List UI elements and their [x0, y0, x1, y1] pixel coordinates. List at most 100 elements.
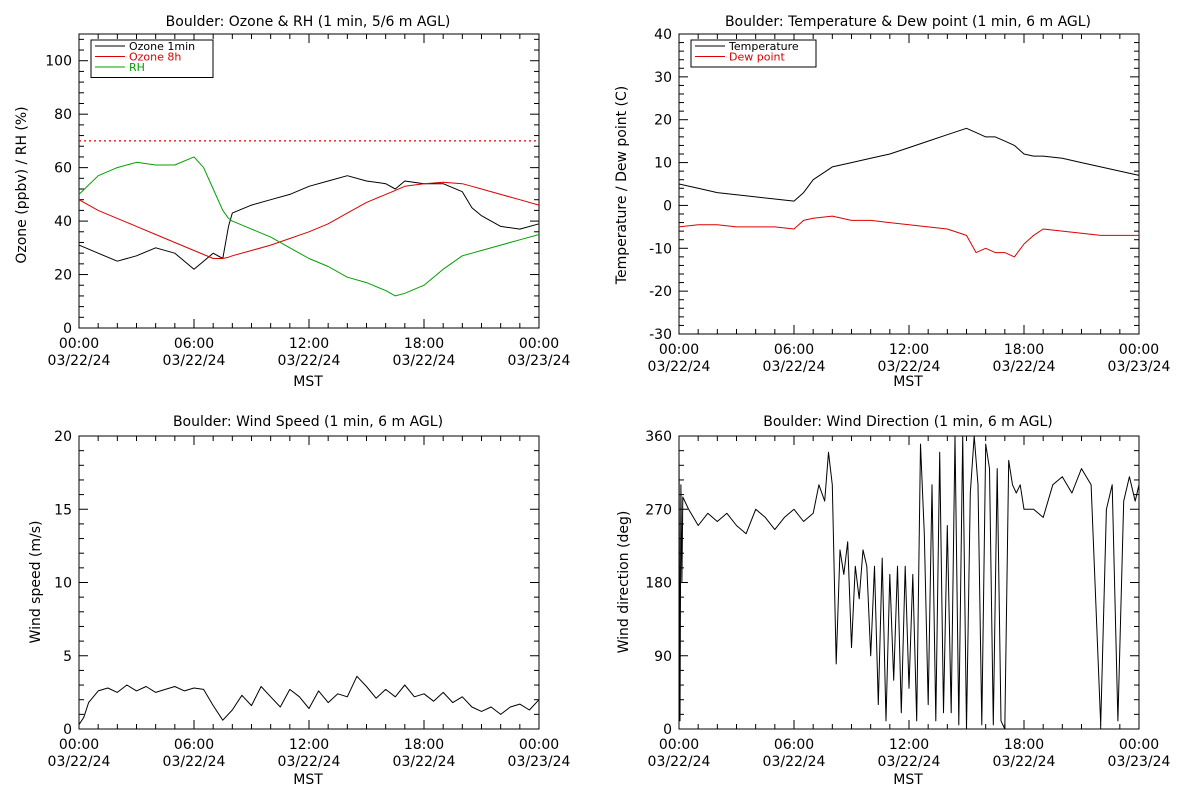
wind-dir-plot-area: 00:0003/22/2406:0003/22/2412:0003/22/241… — [645, 429, 1170, 770]
wind-dir-xlabel: MST — [893, 772, 923, 788]
wind-dir-ytick-label: 90 — [654, 649, 672, 665]
ozone-rh-xtick-time-label: 12:00 — [289, 336, 329, 352]
wind-speed-xtick-time-label: 06:00 — [174, 737, 214, 753]
ozone-rh-ytick-label: 100 — [45, 54, 72, 70]
wind-dir-xtick-date-label: 03/22/24 — [648, 754, 711, 770]
wind-dir-ytick-label: 360 — [645, 429, 672, 445]
wind-speed-xtick-date-label: 03/23/24 — [508, 754, 571, 770]
temp-dew-legend-label: Dew point — [729, 51, 785, 64]
temp-dew-xtick-time-label: 12:00 — [889, 342, 929, 358]
wind-speed-xtick-date-label: 03/22/24 — [48, 754, 111, 770]
wind-speed-title: Boulder: Wind Speed (1 min, 6 m AGL) — [173, 414, 443, 430]
wind-speed-ytick-label: 20 — [54, 429, 72, 445]
ozone-rh-xtick-time-label: 06:00 — [174, 336, 214, 352]
ozone-rh-legend-label: Ozone 1min — [129, 40, 195, 53]
wind-speed-xtick-time-label: 12:00 — [289, 737, 329, 753]
ozone-rh-series-line-ozone-1min — [78, 175, 540, 270]
wind-dir-panel: Boulder: Wind Direction (1 min, 6 m AGL)… — [616, 414, 1171, 788]
ozone-rh-panel: Boulder: Ozone & RH (1 min, 5/6 m AGL) O… — [14, 14, 571, 390]
temp-dew-legend-label: Temperature — [728, 40, 799, 53]
temp-dew-ytick-label: 20 — [654, 113, 672, 129]
wind-dir-ytick-label: 180 — [645, 576, 672, 592]
temp-dew-ytick-label: 0 — [663, 198, 672, 214]
wind-speed-panel: Boulder: Wind Speed (1 min, 6 m AGL) Win… — [28, 414, 571, 788]
ozone-rh-ytick-label: 60 — [54, 161, 72, 177]
ozone-rh-title: Boulder: Ozone & RH (1 min, 5/6 m AGL) — [166, 14, 451, 30]
wind-speed-ytick-label: 15 — [54, 502, 72, 518]
wind-dir-xtick-date-label: 03/22/24 — [763, 754, 826, 770]
ozone-rh-xtick-date-label: 03/22/24 — [278, 353, 341, 369]
temp-dew-xtick-date-label: 03/22/24 — [763, 359, 826, 375]
ozone-rh-xtick-date-label: 03/22/24 — [48, 353, 111, 369]
temp-dew-title: Boulder: Temperature & Dew point (1 min,… — [725, 14, 1091, 30]
ozone-rh-axes-frame — [78, 33, 540, 329]
temp-dew-xtick-date-label: 03/22/24 — [648, 359, 711, 375]
wind-dir-xtick-time-label: 00:00 — [1119, 737, 1159, 753]
ozone-rh-series-line-ozone-8h — [78, 181, 540, 259]
temp-dew-axes-frame — [678, 33, 1140, 335]
wind-dir-title: Boulder: Wind Direction (1 min, 6 m AGL) — [763, 414, 1052, 430]
wind-dir-xtick-date-label: 03/22/24 — [993, 754, 1056, 770]
temp-dew-legend-box — [690, 39, 817, 68]
ozone-rh-xtick-time-label: 00:00 — [59, 336, 99, 352]
ozone-rh-ylabel: Ozone (ppbv) / RH (%) — [14, 106, 30, 263]
wind-speed-ytick-label: 10 — [54, 576, 72, 592]
temp-dew-ytick-label: 10 — [654, 156, 672, 172]
ozone-rh-series-line-rh — [78, 156, 540, 297]
temp-dew-xtick-date-label: 03/22/24 — [878, 359, 941, 375]
temp-dew-xtick-time-label: 00:00 — [1119, 342, 1159, 358]
temp-dew-series-line-dew-point — [678, 215, 1139, 258]
temp-dew-ytick-label: -10 — [649, 241, 672, 257]
ozone-rh-ytick-label: 0 — [63, 321, 72, 337]
wind-speed-xtick-date-label: 03/22/24 — [163, 754, 226, 770]
temp-dew-xtick-time-label: 00:00 — [659, 342, 699, 358]
wind-speed-plot-area: 00:0003/22/2406:0003/22/2412:0003/22/241… — [48, 429, 571, 770]
temp-dew-xtick-date-label: 03/22/24 — [993, 359, 1056, 375]
ozone-rh-xtick-date-label: 03/23/24 — [508, 353, 571, 369]
temp-dew-xtick-time-label: 18:00 — [1004, 342, 1044, 358]
wind-speed-series-line-0 — [78, 675, 540, 725]
wind-speed-ytick-label: 5 — [63, 649, 72, 665]
temp-dew-xtick-date-label: 03/23/24 — [1108, 359, 1171, 375]
wind-dir-ylabel: Wind direction (deg) — [616, 511, 632, 654]
temp-dew-plot-area: 00:0003/22/2406:0003/22/2412:0003/22/241… — [648, 27, 1171, 375]
wind-dir-xtick-time-label: 06:00 — [774, 737, 814, 753]
ozone-rh-xtick-time-label: 18:00 — [404, 336, 444, 352]
wind-speed-xtick-date-label: 03/22/24 — [393, 754, 456, 770]
temp-dew-ytick-label: -30 — [649, 327, 672, 343]
ozone-rh-ytick-label: 40 — [54, 214, 72, 230]
ozone-rh-ytick-label: 20 — [54, 268, 72, 284]
wind-speed-xtick-date-label: 03/22/24 — [278, 754, 341, 770]
ozone-rh-xtick-time-label: 00:00 — [519, 336, 559, 352]
ozone-rh-ytick-label: 80 — [54, 107, 72, 123]
wind-speed-ytick-label: 0 — [63, 722, 72, 738]
temp-dew-ytick-label: 40 — [654, 27, 672, 43]
wind-dir-xtick-date-label: 03/22/24 — [878, 754, 941, 770]
temp-dew-xtick-time-label: 06:00 — [774, 342, 814, 358]
wind-dir-xtick-date-label: 03/23/24 — [1108, 754, 1171, 770]
ozone-rh-xtick-date-label: 03/22/24 — [393, 353, 456, 369]
ozone-rh-legend-label: RH — [129, 61, 145, 74]
temp-dew-ytick-label: -20 — [649, 284, 672, 300]
wind-dir-xtick-time-label: 00:00 — [659, 737, 699, 753]
temp-dew-ylabel: Temperature / Dew point (C) — [614, 86, 630, 285]
wind-speed-xtick-time-label: 00:00 — [59, 737, 99, 753]
wind-dir-series-line-0 — [678, 435, 1140, 730]
ozone-rh-xlabel: MST — [293, 374, 323, 390]
temp-dew-panel: Boulder: Temperature & Dew point (1 min,… — [614, 14, 1171, 390]
ozone-rh-plot-area: 00:0003/22/2406:0003/22/2412:0003/22/241… — [45, 33, 571, 369]
temp-dew-series-line-temperature — [678, 127, 1140, 202]
wind-speed-xtick-time-label: 18:00 — [404, 737, 444, 753]
wind-speed-xtick-time-label: 00:00 — [519, 737, 559, 753]
wind-dir-ytick-label: 270 — [645, 502, 672, 518]
temp-dew-ytick-label: 30 — [654, 70, 672, 86]
temp-dew-xlabel: MST — [893, 374, 923, 390]
wind-speed-axes-frame — [78, 435, 540, 730]
wind-dir-xtick-time-label: 18:00 — [1004, 737, 1044, 753]
ozone-rh-xtick-date-label: 03/22/24 — [163, 353, 226, 369]
wind-speed-xlabel: MST — [293, 772, 323, 788]
wind-dir-ytick-label: 0 — [663, 722, 672, 738]
